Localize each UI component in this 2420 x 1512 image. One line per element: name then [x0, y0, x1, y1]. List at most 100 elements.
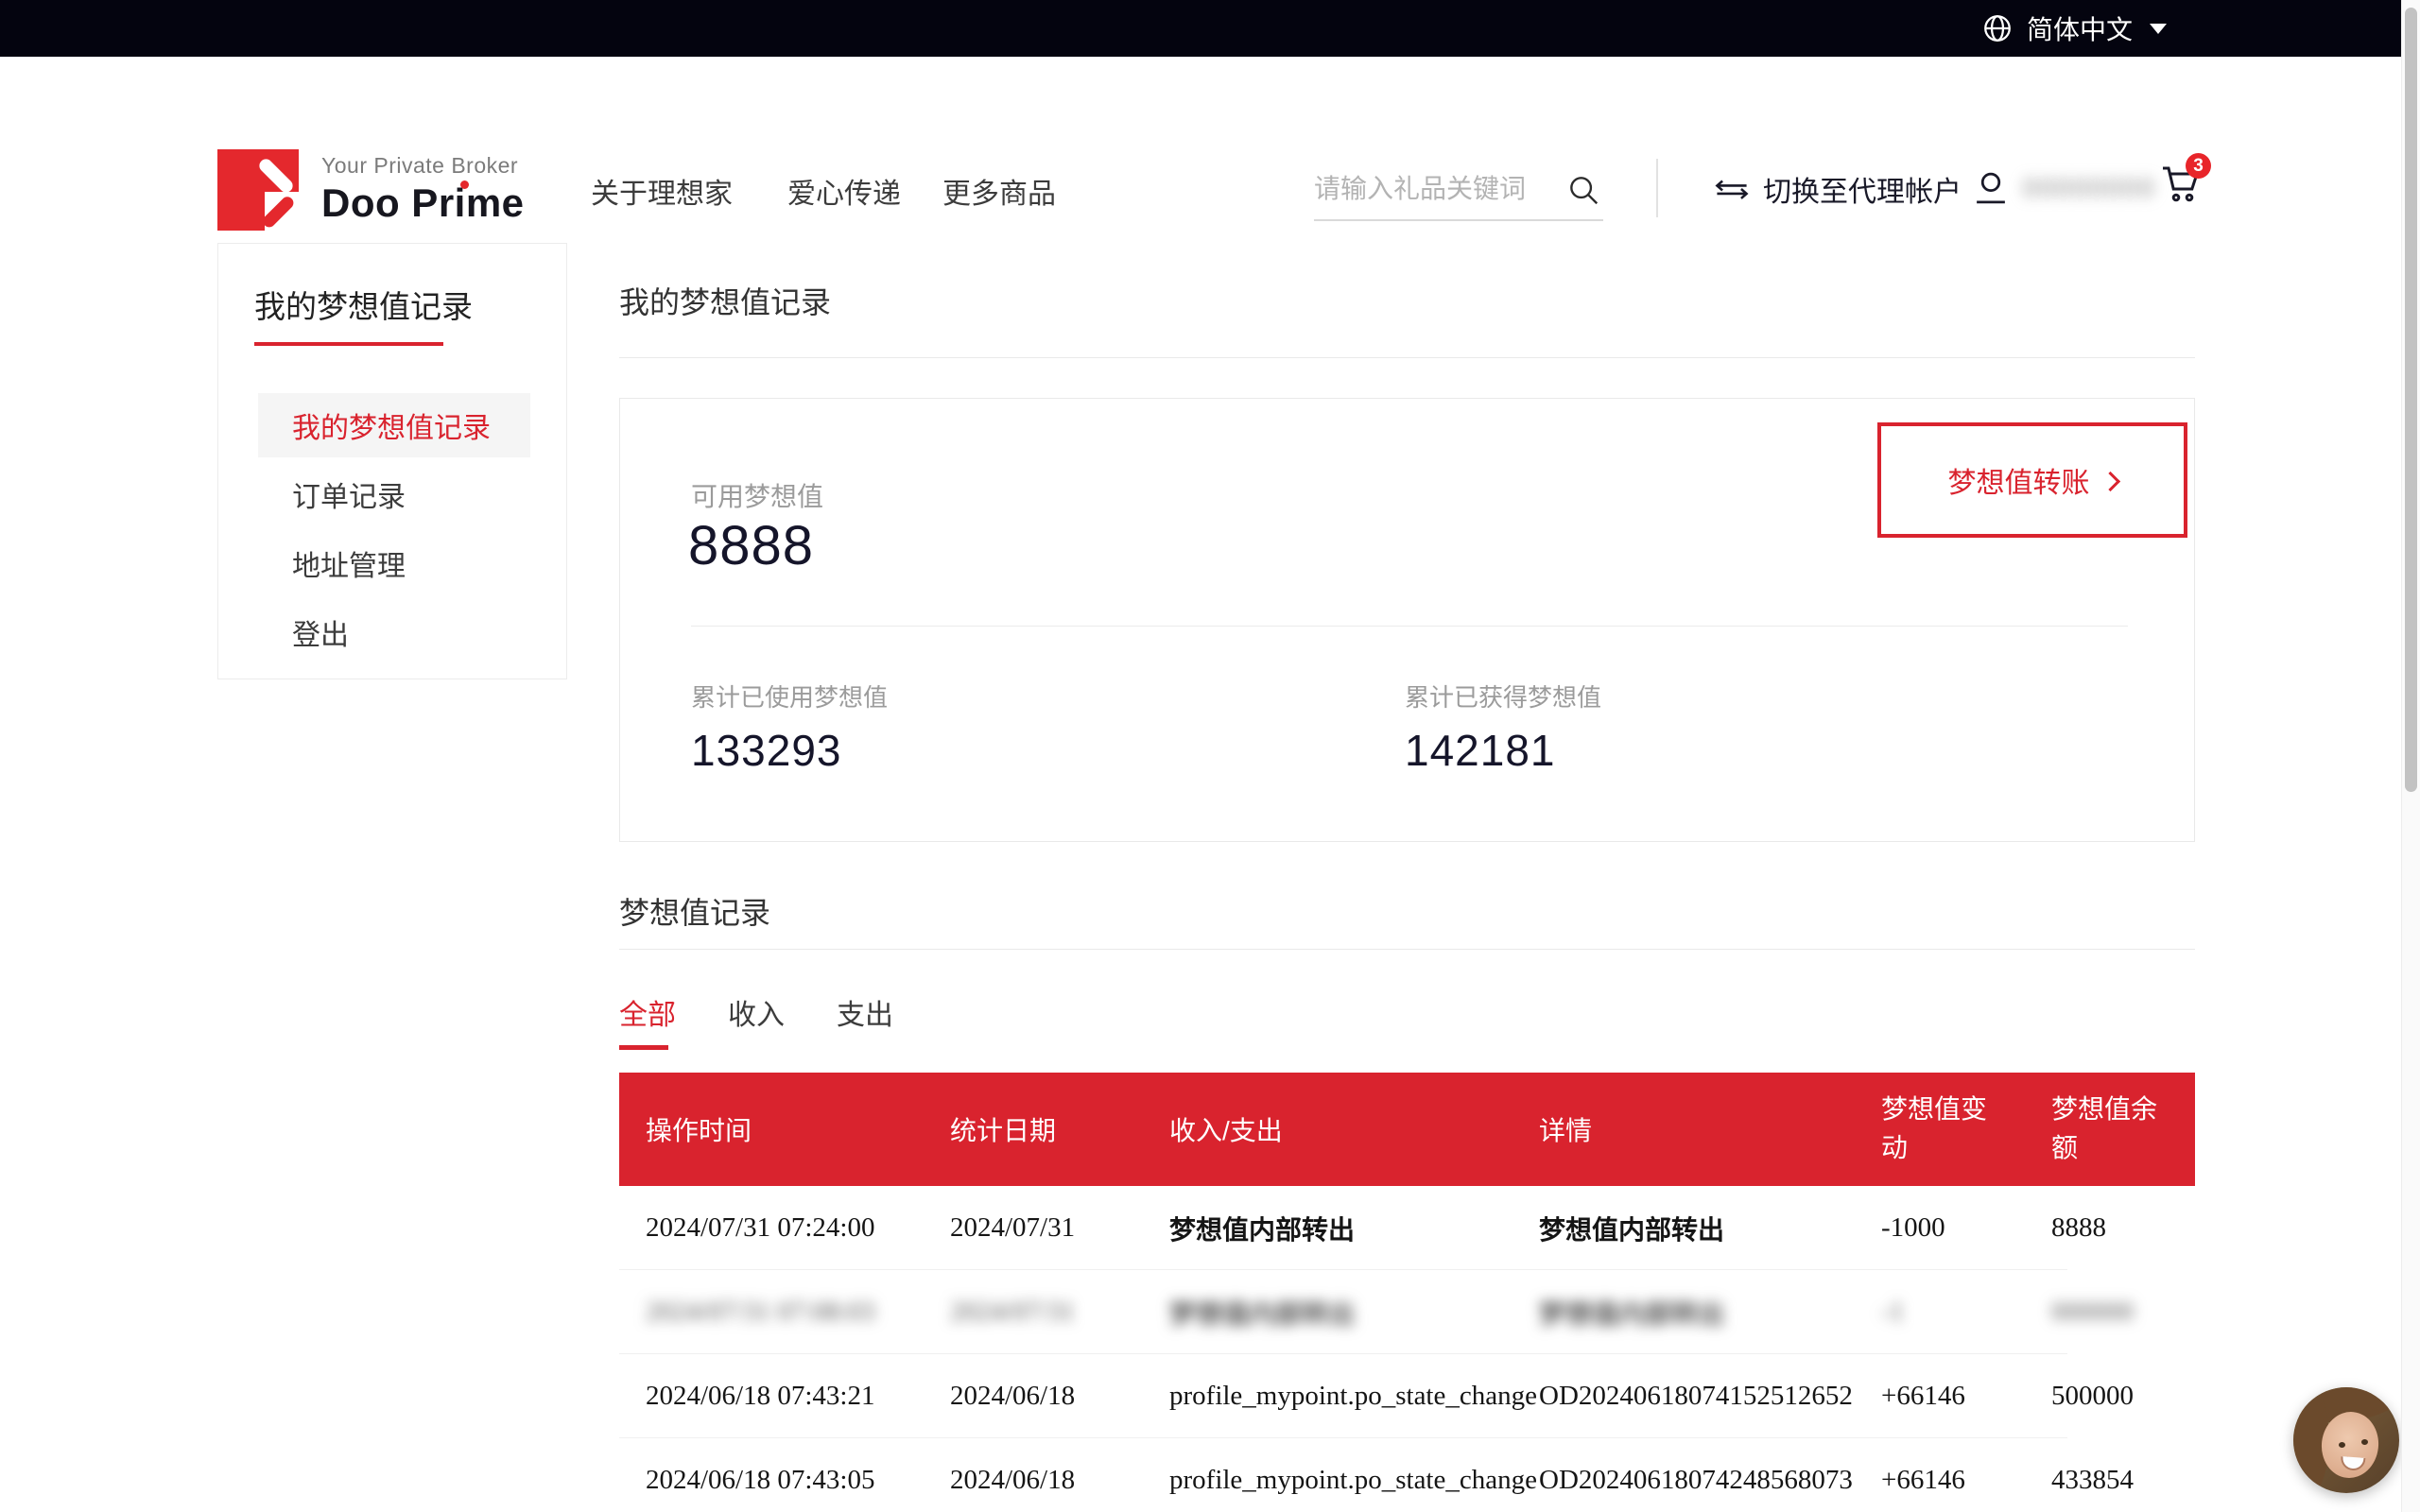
avatar-eye	[2361, 1439, 2368, 1445]
search-input[interactable]	[1314, 163, 1550, 215]
header: Your Private Broker Doo Prime 关于理想家 爱心传递…	[0, 57, 2401, 236]
page-title: 我的梦想值记录	[619, 285, 832, 319]
switch-account-label: 切换至代理帐户	[1763, 177, 1962, 208]
col-header-stat-date: 统计日期	[950, 1116, 1057, 1145]
cell-detail: OD20240618074248568073	[1539, 1465, 1853, 1495]
available-value: 8888	[688, 515, 815, 576]
col-header-value-balance: 梦想值余额	[2051, 1094, 2158, 1162]
cell-value-balance: 8888	[2051, 1212, 2106, 1244]
nav-item-about[interactable]: 关于理想家	[591, 179, 733, 210]
title-divider	[619, 357, 2195, 358]
user-icon	[1971, 168, 2011, 208]
cell-value-change: -1	[1881, 1297, 1905, 1328]
username-blurred: 00000000	[2023, 173, 2156, 202]
logo-text: Your Private Broker Doo Prime	[321, 149, 525, 226]
logo-i-dot	[460, 180, 469, 189]
page-scrollbar[interactable]	[2401, 0, 2420, 1512]
tab-label: 收入	[728, 1000, 785, 1031]
cell-stat-date: 2024/07/31	[950, 1212, 1076, 1243]
records-tab[interactable]: 支出	[837, 991, 893, 1048]
scrollbar-thumb[interactable]	[2405, 8, 2417, 792]
chevron-down-icon	[2150, 23, 2167, 34]
tab-label: 支出	[837, 1000, 893, 1031]
sidebar-menu-item[interactable]: 地址管理	[218, 531, 566, 595]
cell-value-balance: 500000	[2051, 1381, 2134, 1412]
tab-label: 全部	[619, 1000, 676, 1031]
earned-value: 142181	[1405, 726, 1556, 775]
cell-operation-time: 2024/07/31 07:24:00	[646, 1212, 875, 1243]
avatar-eye	[2339, 1442, 2345, 1448]
cell-value-change: +66146	[1881, 1465, 1965, 1496]
cell-value-balance: 433854	[2051, 1465, 2134, 1496]
cell-income-expense: profile_mypoint.po_state_change	[1169, 1465, 1537, 1495]
dream-value-summary-card: 可用梦想值 8888 梦想值转账 累计已使用梦想值 133293 累计已获得梦想…	[619, 398, 2195, 842]
table-body: 2024/07/31 07:24:00 2024/07/31 梦想值内部转出 梦…	[619, 1186, 2195, 1512]
cart-count-badge: 3	[2186, 153, 2211, 179]
records-divider	[619, 949, 2195, 950]
sidebar-item-label: 我的梦想值记录	[292, 413, 491, 444]
main-content: 我的梦想值记录 可用梦想值 8888 梦想值转账 累计已使用梦想值 133293…	[619, 279, 2195, 1512]
earned-label: 累计已获得梦想值	[1405, 683, 1602, 712]
col-header-value-change: 梦想值变动	[1881, 1094, 1988, 1162]
cell-income-expense: 梦想值内部转出	[1169, 1214, 1356, 1245]
top-bar: 简体中文	[0, 0, 2401, 57]
globe-icon	[1981, 12, 2014, 44]
col-header-operation-time: 操作时间	[646, 1116, 752, 1145]
used-value: 133293	[691, 726, 842, 775]
cell-value-change: +66146	[1881, 1381, 1965, 1412]
chevron-right-icon	[2100, 471, 2120, 491]
cell-detail: 梦想值内部转出	[1539, 1298, 1725, 1329]
sidebar-item-label: 订单记录	[292, 482, 406, 513]
nav-item-more-products[interactable]: 更多商品	[942, 179, 1056, 210]
transfer-button[interactable]: 梦想值转账	[1877, 422, 2187, 538]
records-section-title: 梦想值记录	[619, 896, 771, 930]
logo-tagline: Your Private Broker	[321, 153, 519, 178]
search-box	[1314, 163, 1603, 221]
col-header-detail: 详情	[1539, 1116, 1593, 1145]
sidebar-item-label: 登出	[292, 620, 349, 651]
transfer-label: 梦想值转账	[1947, 468, 2090, 499]
account-menu[interactable]: 00000000	[1971, 168, 2156, 208]
sidebar-title-underline	[254, 342, 443, 346]
table-row[interactable]: 2024/06/18 07:43:21 2024/06/18 profile_m…	[619, 1354, 2195, 1438]
table-row[interactable]: 2024/07/31 07:24:00 2024/07/31 梦想值内部转出 梦…	[619, 1186, 2195, 1270]
table-row[interactable]: 2024/06/18 07:43:05 2024/06/18 profile_m…	[619, 1438, 2195, 1512]
cell-income-expense: 梦想值内部转出	[1169, 1298, 1356, 1329]
logo-brand: Doo Prime	[321, 180, 525, 225]
cart-button[interactable]: 3	[2157, 153, 2211, 206]
sidebar: 我的梦想值记录 我的梦想值记录 订单记录 地址管理 登出	[217, 243, 567, 679]
records-tab[interactable]: 收入	[728, 991, 785, 1048]
used-stat: 累计已使用梦想值 133293	[691, 679, 888, 776]
cell-detail: OD20240618074152512652	[1539, 1381, 1853, 1411]
records-tab[interactable]: 全部	[619, 991, 676, 1050]
sidebar-menu-item[interactable]: 登出	[218, 600, 566, 664]
sidebar-menu-item[interactable]: 我的梦想值记录	[258, 393, 530, 457]
cell-stat-date: 2024/06/18	[950, 1465, 1076, 1495]
support-chat-avatar[interactable]	[2293, 1387, 2399, 1493]
switch-account-link[interactable]: 切换至代理帐户	[1713, 168, 1962, 210]
earned-stat: 累计已获得梦想值 142181	[1405, 679, 1601, 776]
cell-stat-date: 2024/06/18	[950, 1381, 1076, 1411]
brand-logo[interactable]: Your Private Broker Doo Prime	[217, 149, 525, 232]
card-divider	[691, 626, 2128, 627]
cell-value-change: -1000	[1881, 1212, 1945, 1244]
search-icon[interactable]	[1565, 172, 1601, 208]
records-table: 操作时间 统计日期 收入/支出 详情 梦想值变动 梦想值余额 2024/07/3…	[619, 1073, 2195, 1512]
cell-value-balance: 000000	[2051, 1297, 2134, 1328]
col-header-income-expense: 收入/支出	[1169, 1116, 1283, 1145]
nav-item-charity[interactable]: 爱心传递	[787, 179, 901, 210]
sidebar-menu-item[interactable]: 订单记录	[218, 462, 566, 526]
cell-detail: 梦想值内部转出	[1539, 1214, 1725, 1245]
cell-stat-date: 2024/07/31	[950, 1297, 1076, 1327]
sidebar-menu: 我的梦想值记录 订单记录 地址管理 登出	[218, 393, 566, 664]
language-label: 简体中文	[2026, 15, 2133, 44]
cell-operation-time: 2024/06/18 07:43:21	[646, 1381, 875, 1411]
cell-income-expense: profile_mypoint.po_state_change	[1169, 1381, 1537, 1411]
doo-prime-logo-icon	[217, 149, 301, 232]
used-label: 累计已使用梦想值	[691, 683, 889, 712]
table-row[interactable]: 2024/07/31 07:08:03 2024/07/31 梦想值内部转出 梦…	[619, 1270, 2195, 1354]
sidebar-item-label: 地址管理	[292, 551, 406, 582]
language-selector[interactable]: 简体中文	[1981, 9, 2167, 47]
records-tabs: 全部 收入 支出	[619, 991, 2195, 1050]
